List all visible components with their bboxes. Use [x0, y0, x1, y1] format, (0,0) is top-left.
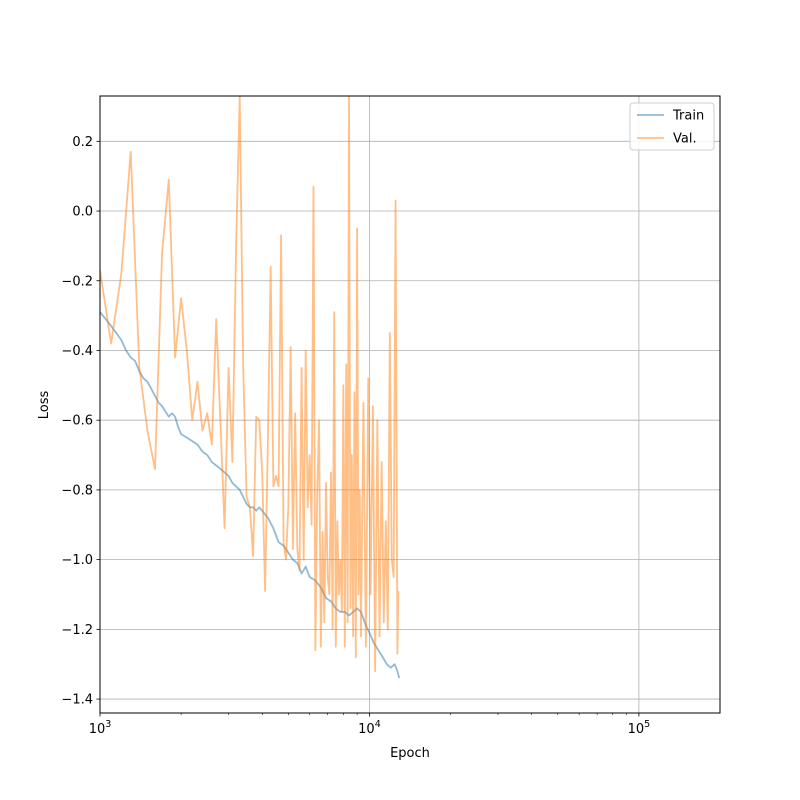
- y-tick-label: 0.2: [72, 135, 93, 150]
- x-tick-label: 103: [89, 719, 112, 737]
- series-line-val: [100, 96, 400, 673]
- y-tick-label: −0.8: [61, 483, 93, 498]
- plot-frame: [99, 95, 721, 714]
- y-tick-label: 0.0: [72, 205, 93, 220]
- y-tick-label: −1.2: [61, 623, 93, 638]
- y-axis-ticks: 0.2 0.0 −0.2 −0.4 −0.6 −0.8 −1.0 −1.2 −1.4: [61, 135, 100, 708]
- legend: Train Val.: [629, 102, 715, 151]
- legend-label-train: Train: [672, 109, 704, 124]
- y-tick-label: −0.2: [61, 274, 93, 289]
- x-axis-label: Epoch: [390, 746, 430, 761]
- x-tick-label: 105: [628, 719, 651, 737]
- y-tick-label: −0.4: [61, 344, 93, 359]
- y-axis-label: Loss: [37, 391, 52, 420]
- x-axis-ticks: 103 104 105: [89, 713, 650, 737]
- plot-area: [100, 96, 401, 679]
- y-tick-label: −1.0: [61, 553, 93, 568]
- grid-lines: [100, 96, 720, 713]
- y-tick-label: −0.6: [61, 414, 93, 429]
- legend-label-val: Val.: [673, 132, 697, 147]
- x-tick-label: 104: [358, 719, 381, 737]
- y-tick-label: −1.4: [61, 693, 93, 708]
